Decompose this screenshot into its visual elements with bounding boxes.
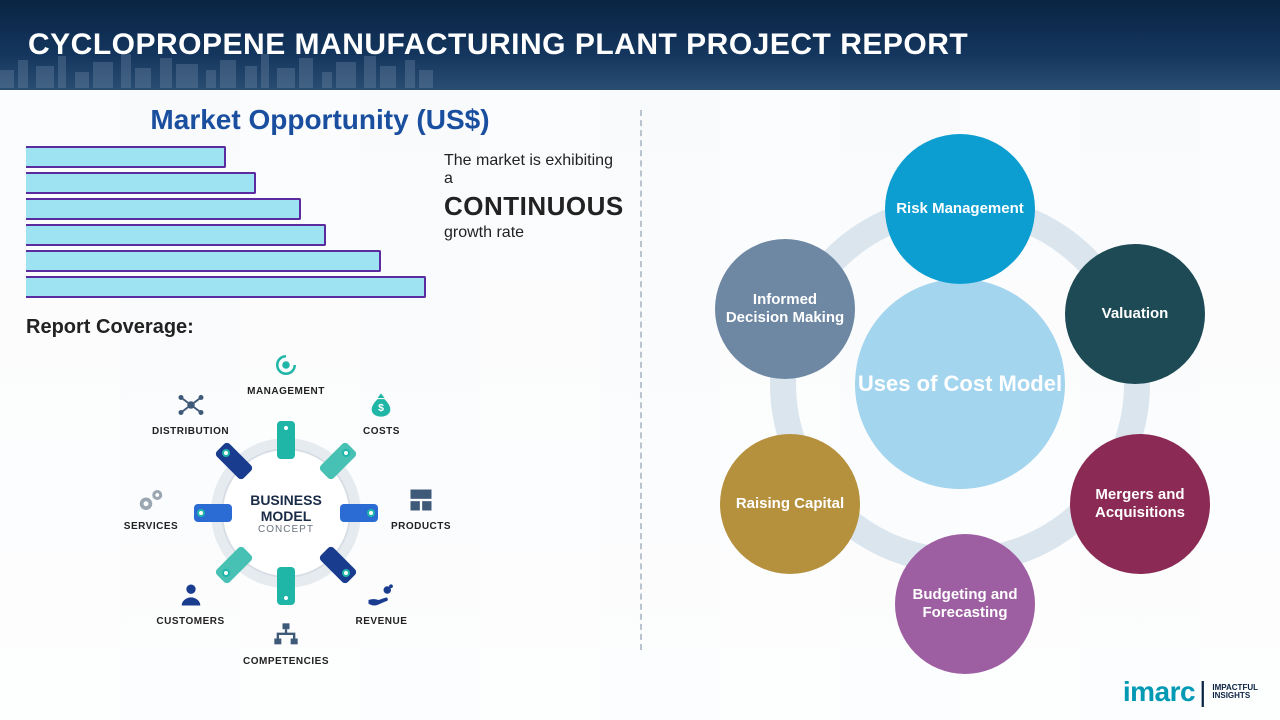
cost-model-hub-label: Uses of Cost Model bbox=[858, 370, 1062, 398]
coverage-item-services: SERVICES bbox=[96, 483, 206, 532]
market-opportunity-title: Market Opportunity (US$) bbox=[26, 104, 614, 136]
cycle-bulb-icon bbox=[269, 348, 303, 382]
coverage-item-customers: CUSTOMERS bbox=[136, 578, 246, 627]
statement-line1: The market is exhibiting a bbox=[444, 152, 624, 188]
hub-line3: CONCEPT bbox=[258, 524, 314, 535]
network-icon bbox=[174, 388, 208, 422]
org-chart-icon bbox=[269, 618, 303, 652]
box-stack-icon bbox=[404, 483, 438, 517]
chart-bar bbox=[26, 224, 326, 246]
brand-logo: imarc | IMPACTFUL INSIGHTS bbox=[1123, 676, 1258, 708]
cost-model-node: Risk Management bbox=[885, 134, 1035, 284]
coverage-item-label: COMPETENCIES bbox=[243, 656, 329, 667]
chart-bar bbox=[26, 276, 426, 298]
hub-line1: BUSINESS bbox=[250, 492, 322, 508]
coverage-item-label: PRODUCTS bbox=[391, 521, 451, 532]
logo-tagline: IMPACTFUL INSIGHTS bbox=[1212, 684, 1258, 700]
statement-line2: growth rate bbox=[444, 224, 624, 242]
cost-model-node: Raising Capital bbox=[720, 434, 860, 574]
cost-model-node: Mergers and Acquisitions bbox=[1070, 434, 1210, 574]
cost-model-diagram: Uses of Cost Model Risk ManagementValuat… bbox=[680, 104, 1240, 664]
skyline-decoration bbox=[0, 54, 1280, 90]
connector-dot bbox=[222, 449, 230, 457]
connector-dot bbox=[282, 424, 290, 432]
coverage-item-costs: $ COSTS bbox=[326, 388, 436, 437]
left-panel: Market Opportunity (US$) The market is e… bbox=[0, 90, 640, 720]
coverage-item-label: REVENUE bbox=[356, 616, 408, 627]
header-banner: CYCLOPROPENE MANUFACTURING PLANT PROJECT… bbox=[0, 0, 1280, 90]
coverage-item-label: MANAGEMENT bbox=[247, 386, 325, 397]
coverage-item-products: PRODUCTS bbox=[366, 483, 476, 532]
business-model-wheel: BUSINESS MODEL CONCEPT MANAGEMENT $ COSTS P… bbox=[26, 343, 586, 673]
hub-line2: MODEL bbox=[261, 508, 312, 524]
coverage-item-label: DISTRIBUTION bbox=[152, 426, 229, 437]
market-statement: The market is exhibiting a CONTINUOUS gr… bbox=[444, 146, 624, 242]
statement-emphasis: CONTINUOUS bbox=[444, 191, 624, 222]
gears-icon bbox=[134, 483, 168, 517]
coverage-item-label: SERVICES bbox=[124, 521, 178, 532]
person-icon bbox=[174, 578, 208, 612]
money-bag-icon: $ bbox=[364, 388, 398, 422]
cost-model-hub: Uses of Cost Model bbox=[855, 279, 1065, 489]
coverage-item-management: MANAGEMENT bbox=[231, 348, 341, 397]
svg-text:$: $ bbox=[379, 401, 385, 413]
cost-model-node: Valuation bbox=[1065, 244, 1205, 384]
chart-bar bbox=[26, 198, 301, 220]
cost-model-node: Informed Decision Making bbox=[715, 239, 855, 379]
coverage-item-revenue: REVENUE bbox=[326, 578, 436, 627]
connector-dot bbox=[342, 449, 350, 457]
logo-text: imarc bbox=[1123, 676, 1195, 708]
connector-dot bbox=[222, 569, 230, 577]
connector-dot bbox=[282, 594, 290, 602]
right-panel: Uses of Cost Model Risk ManagementValuat… bbox=[640, 90, 1280, 720]
chart-bar bbox=[26, 146, 226, 168]
chart-bar bbox=[26, 250, 381, 272]
cost-model-node: Budgeting and Forecasting bbox=[895, 534, 1035, 674]
report-coverage-title: Report Coverage: bbox=[26, 316, 614, 339]
hand-coin-icon bbox=[364, 578, 398, 612]
coverage-item-label: CUSTOMERS bbox=[156, 616, 224, 627]
market-opportunity-chart bbox=[26, 146, 426, 298]
coverage-item-label: COSTS bbox=[363, 426, 400, 437]
coverage-item-distribution: DISTRIBUTION bbox=[136, 388, 246, 437]
chart-bar bbox=[26, 172, 256, 194]
coverage-item-competencies: COMPETENCIES bbox=[231, 618, 341, 667]
